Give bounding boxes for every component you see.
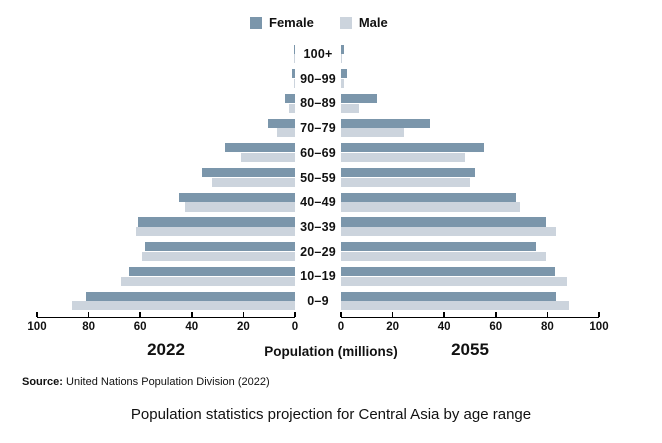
bar-2022-female-90–99 [292, 69, 295, 79]
bar-2022-male-20–29 [141, 251, 295, 261]
bar-2055-female-20–29 [341, 242, 536, 252]
figure-caption: Population statistics projection for Cen… [130, 406, 532, 423]
age-label: 0–9 [307, 294, 329, 308]
x-tick [242, 312, 245, 317]
bar-2022-female-60–69 [225, 143, 295, 153]
age-label: 10–19 [300, 269, 336, 284]
bar-2055-male-20–29 [341, 251, 547, 261]
bar-2022-male-60–69 [240, 153, 295, 163]
chart-legend: Female Male [250, 15, 388, 30]
age-label: 20–29 [300, 244, 336, 259]
x-tick-label: 60 [133, 321, 147, 333]
source-text: United Nations Population Division (2022… [62, 376, 270, 388]
x-tick [139, 312, 141, 317]
x-tick-label: 40 [185, 321, 199, 333]
age-label: 40–49 [300, 195, 336, 210]
chart-2022-plot [36, 44, 296, 317]
bar-2055-female-70–79 [341, 118, 430, 128]
bar-2022-female-30–39 [137, 217, 295, 227]
bar-2022-female-50–59 [202, 168, 295, 178]
bar-2055-male-30–39 [341, 227, 557, 237]
bar-2022-male-70–79 [276, 128, 295, 138]
x-tick-label: 20 [236, 321, 250, 333]
x-axis-title: Population (millions) [264, 344, 398, 359]
age-label: 70–79 [300, 121, 336, 136]
legend-item-female: Female [250, 15, 314, 30]
bar-2022-male-40–49 [185, 202, 295, 212]
bar-2022-male-10–19 [120, 276, 295, 286]
x-tick-label: 100 [27, 321, 47, 333]
age-label: 60–69 [300, 145, 336, 160]
x-axis-2022: 0 20 40 60 80 100 [27, 317, 299, 336]
bar-2055-male-100+ [341, 54, 343, 64]
bar-2055-female-50–59 [341, 168, 476, 178]
bar-2022-female-70–79 [267, 118, 295, 128]
bar-2022-female-10–19 [128, 266, 295, 276]
bar-2022-male-90–99 [293, 78, 295, 89]
bar-2022-female-40–49 [178, 192, 295, 202]
x-tick-label: 20 [386, 321, 399, 333]
bar-2055-male-40–49 [341, 202, 521, 212]
bar-2055-male-70–79 [341, 128, 405, 138]
bar-2055-male-10–19 [341, 276, 567, 286]
panel-label-2055: 2055 [451, 340, 489, 359]
legend-item-male: Male [339, 15, 388, 30]
age-label: 50–59 [300, 170, 336, 185]
age-axis: 100+ 90–99 80–89 70–79 60–69 50–59 40–49 30–39 2… [295, 44, 341, 317]
x-tick-label: 80 [540, 321, 554, 333]
bar-2022-female-20–29 [145, 242, 295, 252]
x-tick-label: 0 [291, 321, 299, 333]
bar-2022-female-0–9 [86, 291, 295, 301]
x-tick-label: 60 [489, 321, 503, 333]
male-color-swatch [339, 16, 352, 29]
chart-2055-plot [340, 44, 600, 317]
x-tick [340, 312, 342, 317]
age-label: 30–39 [300, 219, 336, 234]
bar-2022-male-80–89 [288, 103, 295, 113]
bar-2055-male-50–59 [341, 177, 470, 187]
bar-2022-female-80–89 [284, 93, 295, 104]
x-tick [443, 312, 445, 317]
x-tick [495, 312, 497, 317]
bar-2055-male-90–99 [341, 78, 345, 89]
bar-2055-female-80–89 [341, 93, 378, 104]
bar-2055-female-30–39 [341, 217, 547, 227]
bar-2055-male-0–9 [341, 301, 570, 311]
bar-2055-male-80–89 [341, 103, 360, 113]
bar-2055-female-40–49 [341, 192, 517, 202]
x-tick [391, 312, 394, 317]
x-axis-2055: 0 20 40 60 80 100 [337, 317, 609, 336]
x-tick [294, 312, 296, 317]
source-note: Source: United Nations Population Divisi… [22, 376, 270, 388]
bar-2022-male-0–9 [71, 301, 295, 311]
legend-label-female: Female [269, 15, 314, 30]
panel-label-2022: 2022 [147, 340, 185, 359]
bar-2055-female-10–19 [341, 266, 556, 276]
bar-2022-female-100+ [293, 44, 295, 54]
age-label: 80–89 [300, 96, 336, 111]
female-color-swatch [250, 16, 262, 29]
bar-2022-male-100+ [294, 54, 295, 64]
age-label: 90–99 [300, 71, 336, 86]
source-prefix: Source: [22, 376, 63, 388]
bar-2055-female-0–9 [341, 291, 557, 301]
x-tick [546, 312, 549, 317]
bar-2022-male-50–59 [212, 177, 295, 187]
age-label: 100+ [303, 47, 333, 61]
bar-2055-male-60–69 [341, 153, 465, 163]
x-tick-label: 80 [82, 321, 95, 333]
x-tick [191, 312, 193, 317]
x-tick [87, 312, 90, 317]
x-tick-label: 40 [437, 321, 451, 333]
x-tick-label: 0 [337, 321, 345, 333]
x-tick-label: 100 [589, 321, 609, 333]
x-tick [36, 312, 38, 317]
x-tick [598, 312, 600, 317]
bar-2055-female-100+ [341, 44, 344, 54]
bar-2055-female-60–69 [341, 143, 485, 153]
bar-2055-female-90–99 [341, 69, 347, 79]
bar-2022-male-30–39 [136, 227, 295, 237]
legend-label-male: Male [358, 15, 388, 30]
